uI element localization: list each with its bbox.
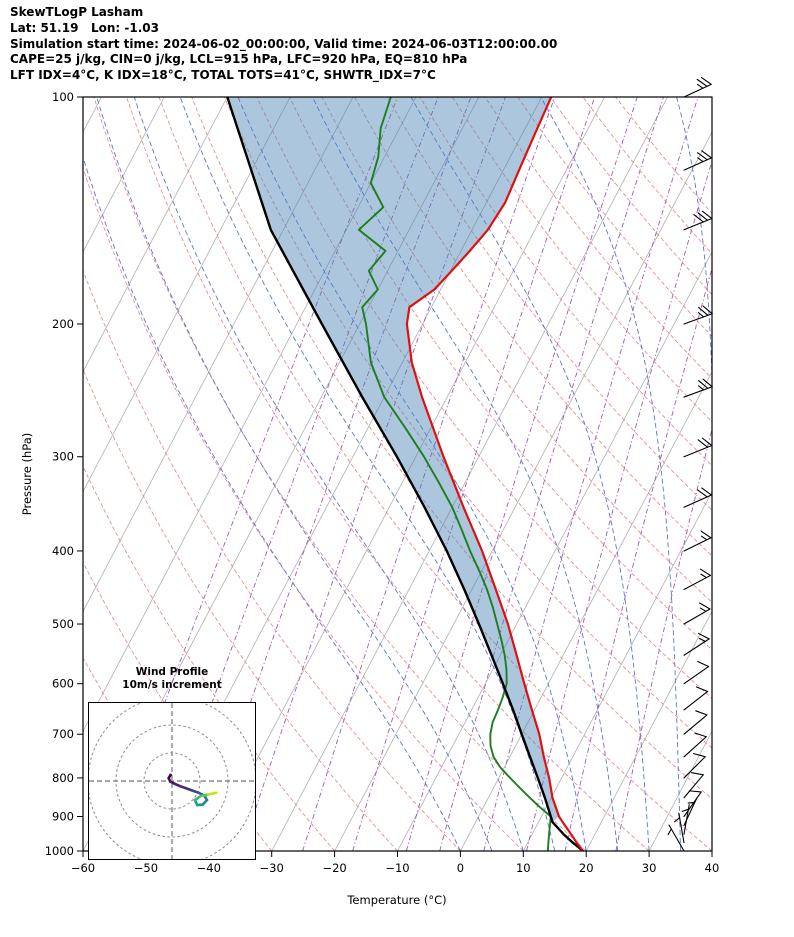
wind-barb: [683, 710, 708, 735]
wind-barb: [683, 732, 707, 758]
wind-barb: [683, 76, 712, 98]
axis-tick-labels: −60 −50 −40 −30 −20 −10 0 10 20 30 40 100 200 300 400 5…: [45, 90, 720, 875]
y-tick-label: 900: [52, 809, 74, 823]
y-tick-label: 200: [52, 317, 74, 331]
hodograph-inset: [87, 696, 257, 866]
y-tick-label: 800: [52, 771, 74, 785]
x-tick-label: 20: [579, 861, 594, 875]
wind-barb: [681, 804, 690, 835]
header-times: Simulation start time: 2024-06-02_00:00:…: [10, 36, 558, 51]
x-axis-label: Temperature (°C): [347, 893, 447, 907]
y-tick-label: 600: [52, 677, 74, 691]
wind-barb: [683, 568, 712, 591]
x-tick-label: −30: [260, 861, 284, 875]
hodograph-title-line2: 10m/s increment: [122, 679, 222, 691]
header-location: Lat: 51.19 Lon: -1.03: [10, 20, 159, 35]
wind-barb: [683, 772, 704, 799]
x-tick-label: 30: [642, 861, 657, 875]
hodograph-canvas: [87, 696, 257, 866]
y-tick-label: 1000: [45, 844, 74, 858]
wind-barb: [683, 530, 712, 552]
x-tick-label: −50: [134, 861, 158, 875]
wind-barb: [683, 150, 712, 171]
x-tick-label: −20: [322, 861, 346, 875]
x-tick-label: −40: [197, 861, 221, 875]
wind-barb: [683, 378, 713, 398]
header-block: SkewTLogP Lasham Lat: 51.19 Lon: -1.03 S…: [10, 5, 557, 84]
wind-barb: [683, 632, 710, 656]
isotherm-grid: [83, 97, 712, 851]
moist-adiabats: [83, 97, 712, 851]
wind-barb: [683, 790, 702, 818]
x-tick-label: 40: [705, 861, 720, 875]
dewpoint-curve: [357, 97, 552, 851]
wind-barb: [683, 437, 713, 458]
wind-barb: [683, 305, 713, 325]
wind-barb: [667, 824, 685, 852]
wind-barb: [683, 660, 710, 685]
wind-barb: [683, 686, 709, 711]
hodograph-title: Wind Profile 10m/s increment: [88, 666, 256, 692]
wind-barb: [683, 602, 711, 625]
wind-barb: [683, 487, 712, 508]
wind-barb: [683, 210, 713, 231]
x-tick-label: −10: [385, 861, 409, 875]
header-indices-1: CAPE=25 j/kg, CIN=0 j/kg, LCL=915 hPa, L…: [10, 52, 468, 67]
temperature-curve: [405, 97, 584, 851]
y-tick-label: 300: [52, 450, 74, 464]
wind-barbs: [667, 76, 713, 852]
x-tick-label: 10: [516, 861, 531, 875]
wind-barb: [674, 812, 685, 844]
wind-barb: [683, 797, 698, 827]
parcel-curve: [226, 97, 584, 851]
x-tick-label: 0: [457, 861, 464, 875]
y-tick-label: 400: [52, 544, 74, 558]
y-tick-label: 100: [52, 90, 74, 104]
shaded-area: [227, 97, 560, 822]
y-tick-label: 500: [52, 617, 74, 631]
hodograph-title-line1: Wind Profile: [135, 666, 209, 678]
wind-barb: [683, 753, 706, 779]
y-axis-label: Pressure (hPa): [20, 432, 34, 516]
y-tick-label: 700: [52, 727, 74, 741]
x-tick-label: −60: [71, 861, 95, 875]
hodograph-trace: [167, 773, 218, 807]
header-title: SkewTLogP Lasham: [10, 5, 144, 19]
header-indices-2: LFT IDX=4°C, K IDX=18°C, TOTAL TOTS=41°C…: [10, 68, 436, 83]
